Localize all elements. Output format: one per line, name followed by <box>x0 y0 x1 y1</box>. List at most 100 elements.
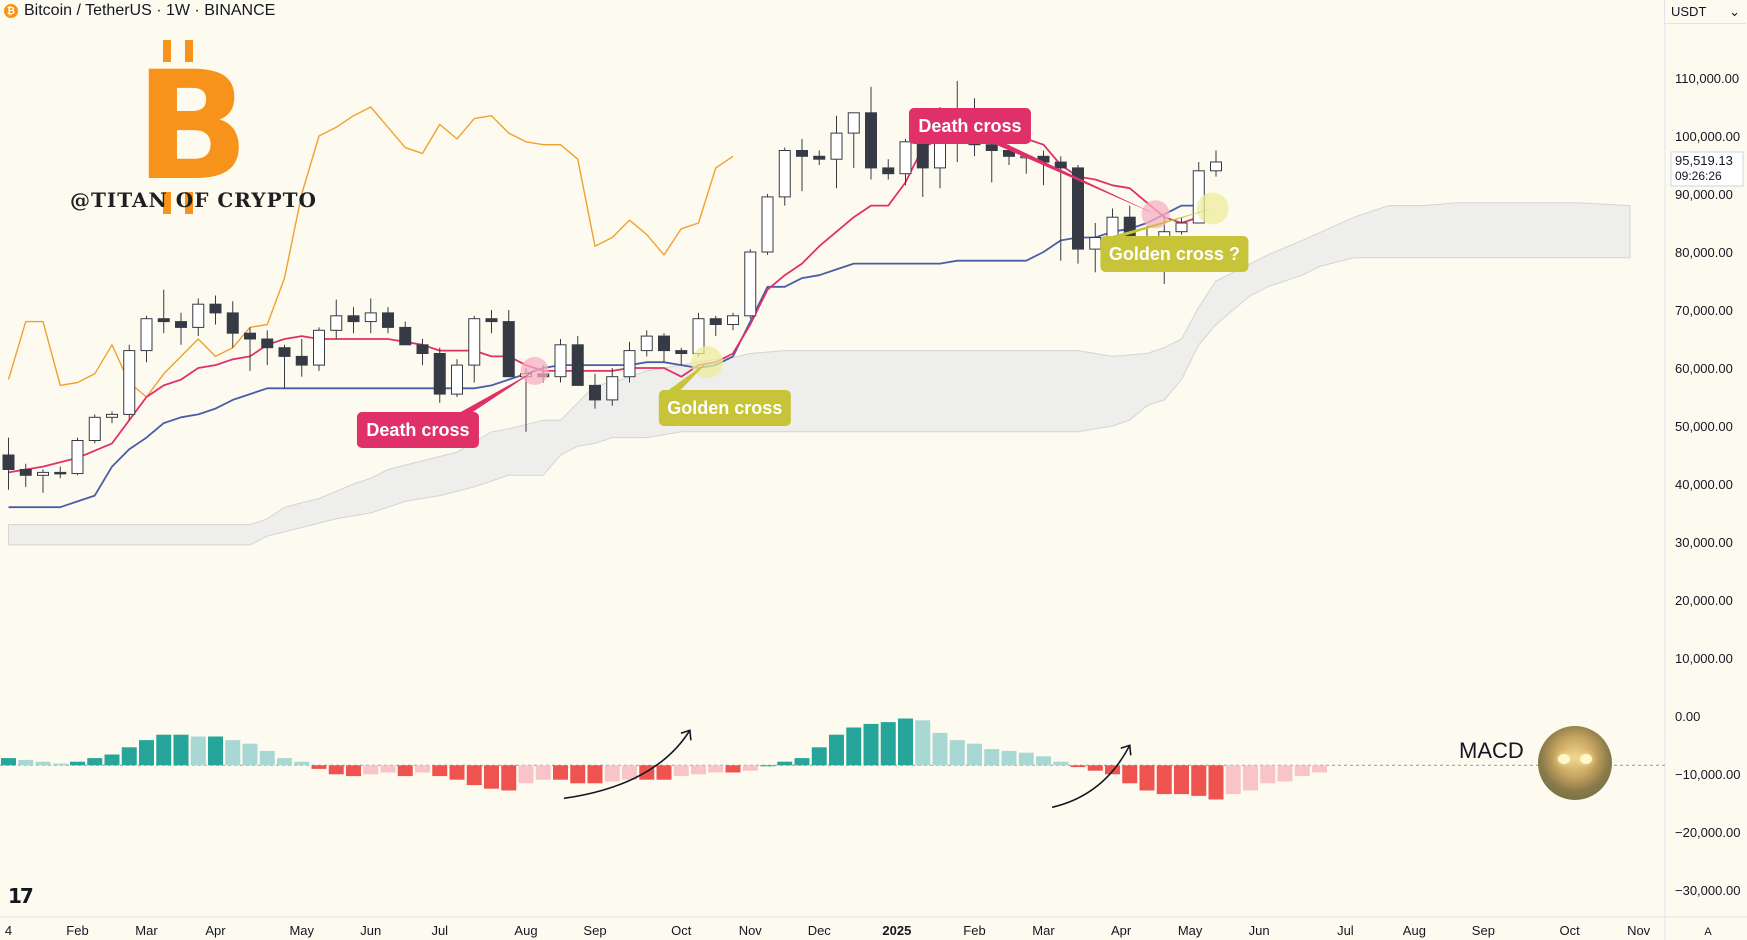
macd-bar <box>1 758 16 766</box>
candle-body <box>399 326 412 346</box>
candle-body <box>313 329 325 366</box>
macd-bar <box>484 765 499 789</box>
death-cross-annotation: Death cross <box>356 356 549 448</box>
candle-body <box>175 321 187 328</box>
macd-bar <box>829 734 844 766</box>
candle <box>123 344 136 421</box>
macd-bar <box>622 765 637 780</box>
candle <box>140 315 153 363</box>
macd-bar <box>1174 765 1189 795</box>
bitcoin-logo-bar-top-left <box>163 40 171 62</box>
tradingview-logo-icon[interactable]: 17 <box>8 884 34 908</box>
callout-box <box>356 412 479 448</box>
macd-bar <box>346 765 361 777</box>
candle <box>1072 165 1084 264</box>
macd-bar <box>1070 765 1086 768</box>
last-price-label: 95,519.13 <box>1675 153 1733 168</box>
candle-body <box>778 150 791 198</box>
candle <box>157 289 170 334</box>
candle-body <box>727 315 739 325</box>
candle-body <box>244 332 256 340</box>
price-scale-tick-label: 10,000.00 <box>1675 651 1733 666</box>
time-axis-tick-label: Sep <box>1472 923 1495 938</box>
macd-bar <box>1036 756 1051 766</box>
candle-body <box>761 196 774 253</box>
macd-bar <box>70 761 85 766</box>
candle <box>1089 223 1102 273</box>
candle-body <box>1106 216 1119 238</box>
candle <box>778 147 791 206</box>
candle <box>571 336 584 386</box>
avatar-right-eye <box>1580 754 1592 764</box>
avatar-left-eye <box>1558 754 1570 764</box>
candle-body <box>71 440 84 475</box>
macd-bar <box>380 765 396 773</box>
time-axis-tick-label: Oct <box>671 923 692 938</box>
macd-bar <box>1053 761 1069 766</box>
macd-bar <box>1260 765 1276 784</box>
candle <box>88 414 101 444</box>
macd-histogram-layer <box>0 718 1665 809</box>
bitcoin-logo-glyph: B <box>135 40 250 214</box>
candle <box>347 307 360 334</box>
time-axis-tick-label: Apr <box>205 923 226 938</box>
candle <box>226 301 239 348</box>
momentum-arrow <box>1051 744 1131 809</box>
candle-body <box>485 318 498 323</box>
bitcoin-logo-icon: B <box>135 40 249 214</box>
death-cross-annotation: Death cross <box>908 108 1170 229</box>
symbol-header[interactable]: ₿ Bitcoin / TetherUS · 1W · BINANCE <box>4 2 275 20</box>
candle <box>313 327 325 371</box>
macd-bar <box>742 765 758 771</box>
time-axis-tick-label: Apr <box>1111 923 1132 938</box>
time-axis[interactable]: 4 Feb Mar Apr May Jun Jul Aug Sep Oct Nov Dec 2025 Fe… <box>5 923 1651 938</box>
callout-label: Death cross <box>366 420 469 440</box>
macd-bar <box>156 734 172 766</box>
macd-bar <box>208 736 223 766</box>
macd-bar <box>466 765 482 786</box>
candle-body <box>796 150 808 157</box>
macd-bar <box>1277 765 1293 782</box>
time-axis-tick-label: Sep <box>583 923 606 938</box>
macd-bar <box>311 765 327 769</box>
auto-scale-button[interactable]: A <box>1704 926 1712 938</box>
candle-body <box>192 303 205 328</box>
candle-body <box>606 376 619 401</box>
macd-bar <box>535 765 551 780</box>
callout-pointer <box>668 362 708 390</box>
macd-bar <box>1294 765 1310 777</box>
callout-box <box>908 108 1031 144</box>
macd-bar <box>984 749 1000 766</box>
candle-body <box>640 335 653 352</box>
base-line <box>8 204 1199 509</box>
candle <box>606 368 619 406</box>
macd-bar <box>604 765 620 782</box>
macd-bar <box>949 740 965 766</box>
candle-body <box>1089 237 1102 250</box>
candle-body <box>364 312 377 323</box>
candle <box>192 298 205 337</box>
time-axis-tick-label: Jul <box>431 923 448 938</box>
candle <box>1175 217 1188 235</box>
time-axis-tick-label: Feb <box>66 923 88 938</box>
macd-bar <box>967 743 982 766</box>
candle-body <box>1054 161 1067 169</box>
callout-box <box>1100 236 1249 272</box>
macd-bar <box>811 747 827 766</box>
time-axis-tick-label: Jul <box>1337 923 1354 938</box>
candle <box>675 347 688 366</box>
macd-bar <box>932 732 948 766</box>
price-scale-tick-label: −10,000.00 <box>1675 767 1740 782</box>
macd-bar <box>846 727 862 766</box>
candle-body <box>157 318 170 323</box>
currency-selector[interactable]: USDT ⌄ <box>1664 0 1746 24</box>
macd-bar <box>1225 765 1241 795</box>
macd-bar <box>1312 765 1327 773</box>
candle <box>882 159 895 180</box>
price-scale-tick-label: −20,000.00 <box>1675 825 1740 840</box>
candle <box>761 194 774 255</box>
candle <box>796 138 808 192</box>
time-axis-tick-label: Nov <box>1627 923 1651 938</box>
